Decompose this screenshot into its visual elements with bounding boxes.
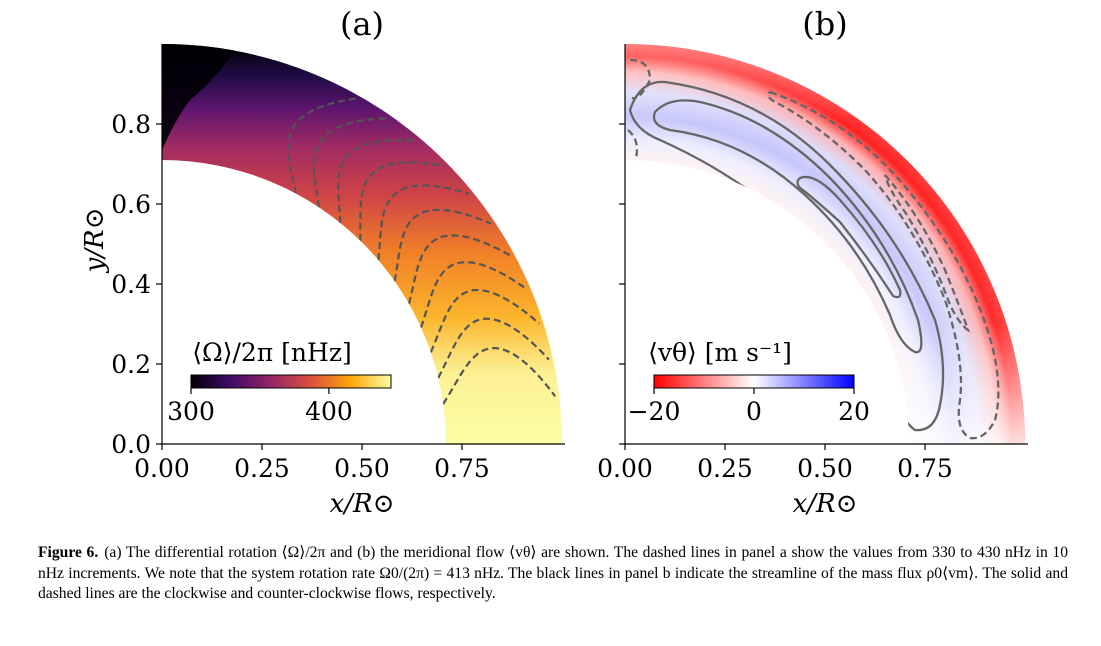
figure: (a) 0.00 0.25 0.50 0.75 0.0 0.2 0.4 0.6 0.8 x/R…	[80, 5, 1028, 519]
panel-a-y-tick-label: 0.8	[111, 110, 151, 139]
streamline-dashed-pole-lower	[627, 129, 639, 159]
streamline-solid-middle	[652, 99, 923, 354]
streamline-dashed-inner	[883, 174, 970, 333]
panel-a-y-axis-label: y/R⊙	[80, 208, 110, 274]
rotation-contour	[337, 138, 417, 224]
panel-a-y-tick-label: 0.2	[111, 350, 151, 379]
panel-b-y-ticks	[619, 123, 625, 445]
panel-b-x-tick-label: 0.00	[597, 454, 653, 483]
panel-b-x-ticks: 0.00 0.25 0.50 0.75	[597, 444, 953, 483]
rotation-contours	[286, 97, 556, 405]
panel-a-y-tick-label: 0.6	[111, 190, 151, 219]
panel-a-label: (a)	[340, 5, 384, 43]
panel-b-colorbar-label: ⟨vθ⟩ [m s⁻¹]	[648, 338, 792, 367]
rotation-contour	[286, 97, 356, 194]
streamline-solid-inner	[796, 175, 902, 299]
panel-a-x-ticks: 0.00 0.25 0.50 0.75	[134, 444, 490, 483]
panel-b-x-tick-label: 0.75	[897, 454, 953, 483]
panel-b-colorbar-ticks: −20 0 20	[628, 388, 870, 426]
panel-a-colorbar-bar	[190, 374, 392, 389]
panel-b-x-tick-label: 0.50	[797, 454, 853, 483]
colorbar-tick-label: −20	[628, 397, 681, 426]
rotation-contour	[437, 317, 550, 379]
polar-cap	[162, 44, 240, 150]
rotation-contour	[359, 161, 445, 241]
streamlines-ccw	[627, 58, 1000, 440]
panel-a-y-tick-label: 0.4	[111, 270, 151, 299]
panel-b-axes	[624, 44, 1028, 445]
streamline-dashed-outer	[767, 90, 1000, 440]
figure-caption-label: Figure 6.	[38, 544, 99, 561]
rotation-contour	[442, 347, 556, 405]
panel-a-colorbar-label: ⟨Ω⟩/2π [nHz]	[192, 338, 352, 367]
colorbar-tick-label: 300	[167, 397, 215, 426]
panel-a-y-ticks: 0.0 0.2 0.4 0.6 0.8	[111, 110, 162, 459]
panel-a-x-tick-label: 0.50	[334, 454, 390, 483]
colorbar-tick-label: 0	[746, 397, 762, 426]
panel-b-x-axis-label: x/R⊙	[793, 489, 858, 519]
panel-b-label: (b)	[802, 5, 847, 43]
rotation-contour	[377, 184, 470, 261]
rotation-contour	[419, 261, 528, 328]
colorbar-tick-label: 400	[305, 397, 353, 426]
panel-a-x-tick-label: 0.75	[434, 454, 490, 483]
colorbar-tick-label: 20	[838, 397, 870, 426]
rotation-contour	[393, 208, 492, 282]
rotation-contour	[429, 288, 541, 353]
figure-caption: Figure 6. (a) The differential rotation ⟨…	[38, 543, 1068, 605]
panel-b-colorbar-bar	[653, 374, 855, 389]
panel-b-colorbar: ⟨vθ⟩ [m s⁻¹] −20 0 20	[628, 338, 870, 426]
rotation-contour	[407, 234, 511, 305]
panel-a-colorbar: ⟨Ω⟩/2π [nHz] 300 400	[167, 338, 392, 426]
panel-a-y-tick-label: 0.0	[111, 430, 151, 459]
panel-b: (b) 0.00 0.25 0.50 0.75 x/R⊙ ⟨vθ⟩ [m	[597, 5, 1028, 519]
panel-a-x-tick-label: 0.00	[134, 454, 190, 483]
panel-a-axes	[161, 44, 565, 445]
panel-a-x-tick-label: 0.25	[234, 454, 290, 483]
figure-caption-text: (a) The differential rotation ⟨Ω⟩/2π and…	[38, 544, 1068, 602]
rotation-contour	[312, 117, 388, 208]
panel-a-x-axis-label: x/R⊙	[330, 489, 395, 519]
panel-a: (a) 0.00 0.25 0.50 0.75 0.0 0.2 0.4 0.6 0.8 x/R…	[80, 5, 565, 519]
panel-b-x-tick-label: 0.25	[697, 454, 753, 483]
panel-a-colorbar-ticks: 300 400	[167, 388, 353, 426]
